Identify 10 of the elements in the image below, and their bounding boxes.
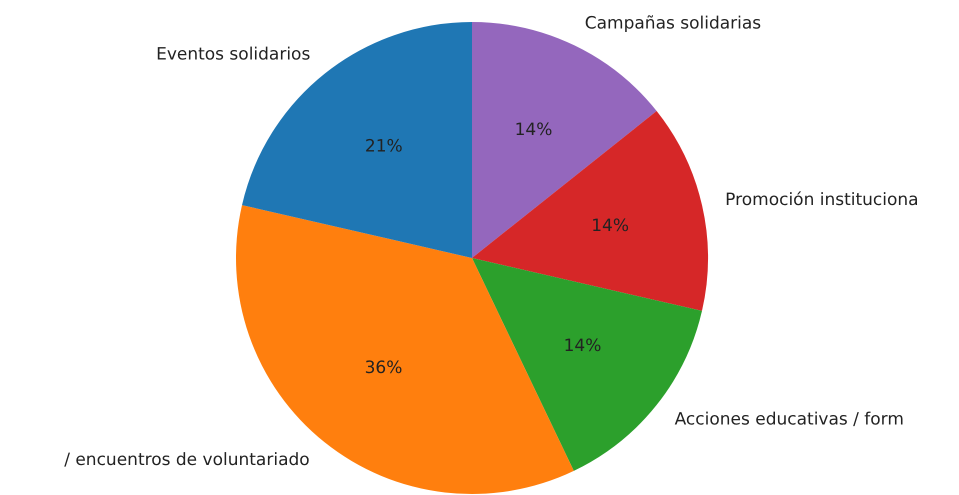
slice-label: Eventos solidarios bbox=[156, 44, 310, 64]
data-label: 21% bbox=[364, 136, 403, 157]
data-label: 14% bbox=[514, 120, 552, 140]
slice-label: Acciones educativas / form bbox=[674, 410, 904, 430]
slice-label: / encuentros de voluntariado bbox=[64, 450, 310, 470]
data-label: 14% bbox=[591, 216, 629, 236]
data-label: 14% bbox=[564, 336, 602, 356]
data-label: 36% bbox=[364, 358, 402, 378]
slice-label: Promoción instituciona bbox=[725, 190, 919, 210]
slice-label: Campañas solidarias bbox=[584, 14, 762, 34]
